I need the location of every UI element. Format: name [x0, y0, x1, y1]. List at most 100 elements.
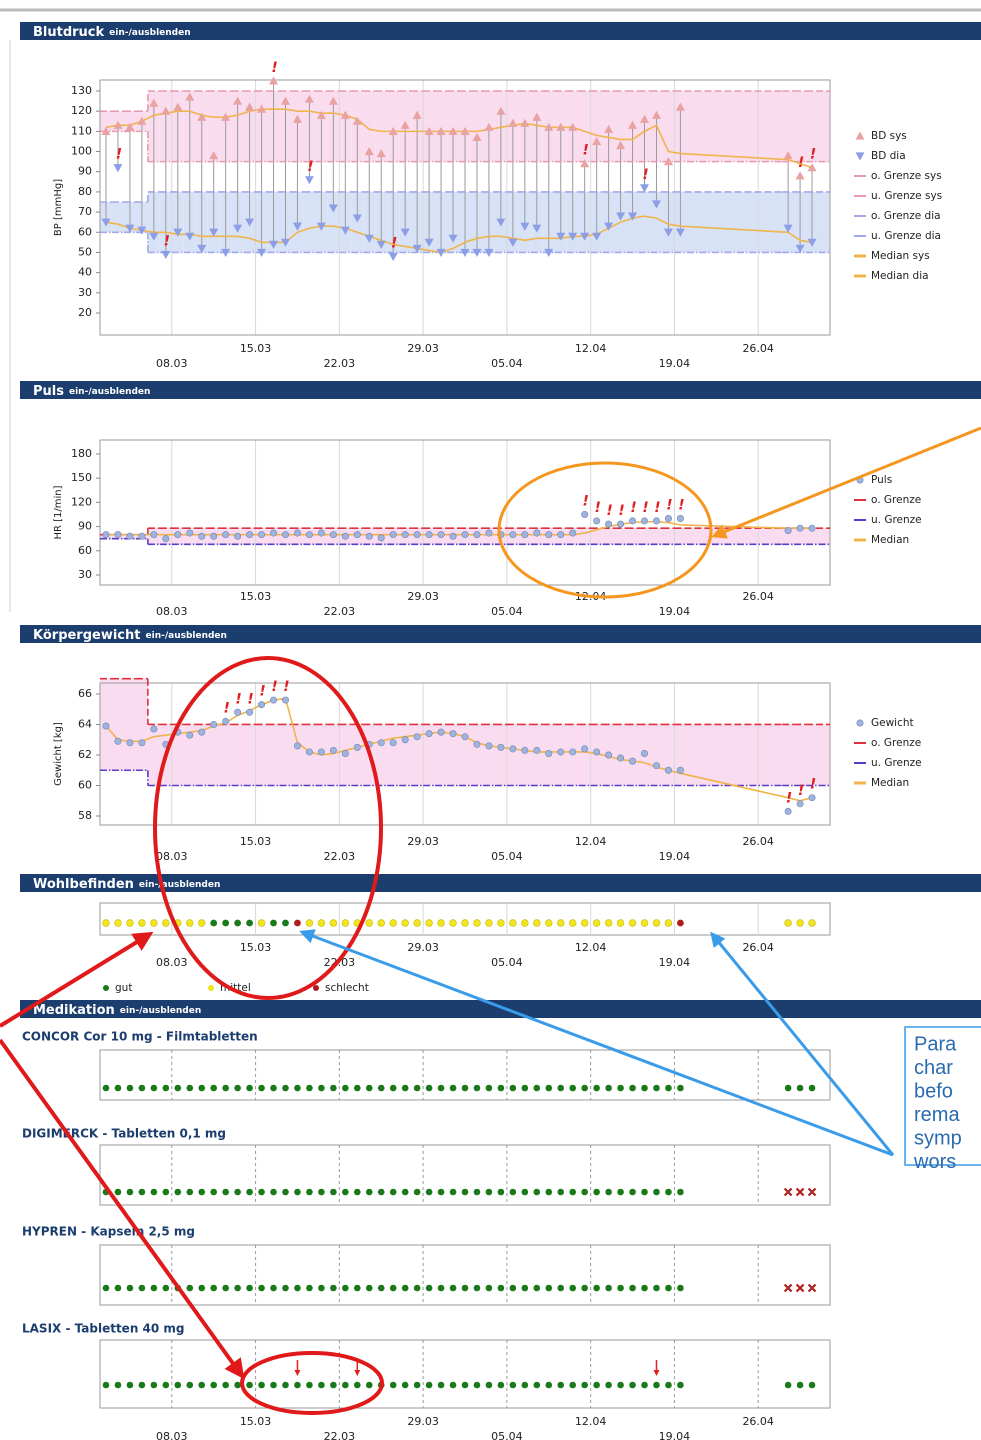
intake-dot [210, 1188, 217, 1196]
intake-dot [593, 1284, 600, 1292]
intake-dot [533, 1084, 541, 1092]
data-point [137, 116, 147, 125]
data-point [532, 112, 542, 121]
limit-band [614, 90, 627, 162]
data-point [353, 531, 361, 539]
y-tick-label: 50 [78, 245, 92, 258]
data-point [437, 728, 445, 736]
legend-label: u. Grenze [871, 757, 922, 769]
intake-dot [294, 1084, 301, 1092]
x-tick-label: 22.03 [324, 1430, 356, 1440]
data-point [808, 524, 816, 532]
data-point [281, 696, 289, 704]
intake-dot [521, 1188, 529, 1196]
data-point [185, 232, 195, 241]
limit-band [494, 724, 507, 786]
x-tick-label: 15.03 [240, 590, 272, 603]
data-point [508, 118, 518, 127]
data-point [161, 106, 171, 115]
intake-dot [318, 1381, 325, 1389]
intake-dot [509, 1084, 517, 1092]
intake-dot [198, 1188, 206, 1196]
data-point [640, 184, 650, 193]
legend-label: Median [871, 777, 909, 789]
data-point [629, 757, 637, 765]
data-point [628, 120, 638, 129]
data-point [509, 745, 517, 753]
intake-dot [808, 1084, 816, 1092]
data-point [593, 517, 601, 525]
alarm: ! [810, 777, 816, 793]
data-point [496, 218, 506, 227]
section-heading: Blutdruck ein-/ausblenden [33, 25, 191, 40]
section-toggle: ein-/ausblenden [109, 28, 190, 38]
legend-label: Median dia [871, 270, 929, 282]
y-tick-label: 90 [78, 165, 92, 178]
data-point [604, 124, 614, 133]
data-point [617, 754, 625, 762]
data-point [125, 122, 135, 131]
alarm: ! [642, 500, 648, 516]
wellbeing-dot [114, 919, 122, 927]
limit-band [806, 90, 830, 162]
wellbeing-dot [473, 919, 481, 927]
intake-dot [162, 1188, 170, 1196]
limit-band [590, 90, 603, 162]
limit-band [578, 90, 591, 162]
data-point [198, 728, 206, 736]
limit-band [123, 111, 136, 132]
intake-dot [222, 1381, 229, 1389]
intake-dot [389, 1284, 397, 1292]
x-tick-label: 26.04 [742, 342, 774, 355]
intake-dot [210, 1284, 217, 1292]
data-point [138, 532, 146, 540]
x-tick-label: 26.04 [742, 835, 774, 848]
x-tick-label: 15.03 [240, 342, 272, 355]
data-point [173, 228, 183, 237]
data-point [376, 149, 386, 158]
section-header [20, 381, 981, 399]
limit-band [459, 90, 471, 162]
data-point [245, 218, 255, 227]
legend-label: schlecht [325, 982, 369, 994]
data-point [270, 696, 278, 704]
data-point [544, 248, 554, 257]
charts: Blutdruck ein-/ausblenden Puls ein-/ausblen… [20, 22, 981, 1440]
data-point [557, 748, 565, 756]
data-point [485, 529, 493, 537]
section-toggle: ein-/ausblenden [139, 880, 220, 890]
intake-dot [425, 1188, 433, 1196]
data-point [305, 531, 313, 539]
missed-mark [783, 1187, 793, 1197]
intake-dot [641, 1381, 648, 1389]
limit-band [423, 90, 436, 162]
limit-band [626, 528, 639, 545]
data-point [484, 122, 494, 131]
alarm: ! [618, 503, 624, 519]
data-point [651, 110, 661, 119]
intake-dot [222, 1188, 229, 1196]
wellbeing-dot [509, 919, 517, 927]
median-line [105, 697, 813, 802]
limit-band [303, 191, 316, 253]
data-point [568, 122, 578, 131]
data-point [473, 531, 481, 539]
limit-band [279, 724, 292, 786]
alarm: ! [247, 691, 253, 707]
alarm: ! [642, 167, 648, 183]
y-axis-label: HR [1/min] [53, 485, 64, 539]
y-tick-label: 30 [78, 286, 92, 299]
limit-band [135, 678, 148, 771]
alarm: ! [582, 143, 588, 159]
x-tick-label: 05.04 [491, 850, 523, 863]
x-tick-label: 08.03 [156, 605, 188, 618]
limit-band [674, 528, 783, 545]
y-tick-label: 90 [78, 520, 92, 533]
data-point [508, 238, 518, 247]
limit-band [470, 90, 483, 162]
wellbeing-dot [401, 919, 409, 927]
intake-dot [461, 1084, 469, 1092]
intake-dot [425, 1381, 433, 1389]
